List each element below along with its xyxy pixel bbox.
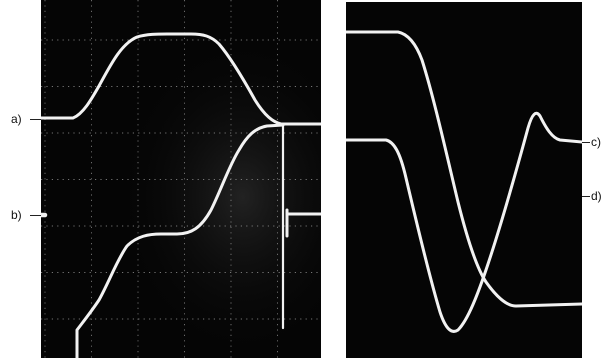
oscilloscope-screen-right: [346, 2, 582, 358]
trace-a: [41, 32, 321, 126]
trace-d: [346, 111, 582, 333]
scope-left-svg: [41, 0, 321, 358]
trace-c: [346, 30, 582, 308]
label-b-tick: [30, 215, 41, 216]
oscilloscope-screen-left: [41, 0, 321, 358]
screen-glow: [41, 0, 321, 358]
label-d: d): [591, 189, 602, 203]
label-a-tick: [30, 119, 41, 120]
label-c-tick: [582, 142, 590, 143]
trace-b-tail: [285, 208, 321, 238]
label-b: b): [11, 208, 22, 222]
trace-b: [75, 123, 285, 358]
scope-right-svg: [346, 30, 582, 333]
label-c: c): [591, 135, 601, 149]
label-a: a): [11, 112, 22, 126]
label-d-tick: [582, 196, 590, 197]
graticule-left: [41, 0, 321, 358]
